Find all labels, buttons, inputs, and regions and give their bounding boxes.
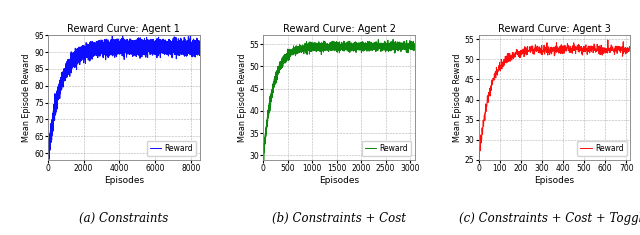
Text: (a) Constraints: (a) Constraints [79,212,168,225]
Title: Reward Curve: Agent 1: Reward Curve: Agent 1 [67,24,180,35]
X-axis label: Episodes: Episodes [104,176,144,185]
Title: Reward Curve: Agent 2: Reward Curve: Agent 2 [283,24,396,35]
Y-axis label: Mean Episode Reward: Mean Episode Reward [453,53,462,142]
Legend: Reward: Reward [147,141,196,156]
Y-axis label: Mean Episode Reward: Mean Episode Reward [237,53,246,142]
Legend: Reward: Reward [577,141,627,156]
X-axis label: Episodes: Episodes [319,176,359,185]
Text: (c) Constraints + Cost + Toggle: (c) Constraints + Cost + Toggle [460,212,640,225]
Y-axis label: Mean Episode Reward: Mean Episode Reward [22,53,31,142]
Title: Reward Curve: Agent 3: Reward Curve: Agent 3 [498,24,611,35]
Text: (b) Constraints + Cost: (b) Constraints + Cost [272,212,406,225]
X-axis label: Episodes: Episodes [534,176,575,185]
Legend: Reward: Reward [362,141,412,156]
